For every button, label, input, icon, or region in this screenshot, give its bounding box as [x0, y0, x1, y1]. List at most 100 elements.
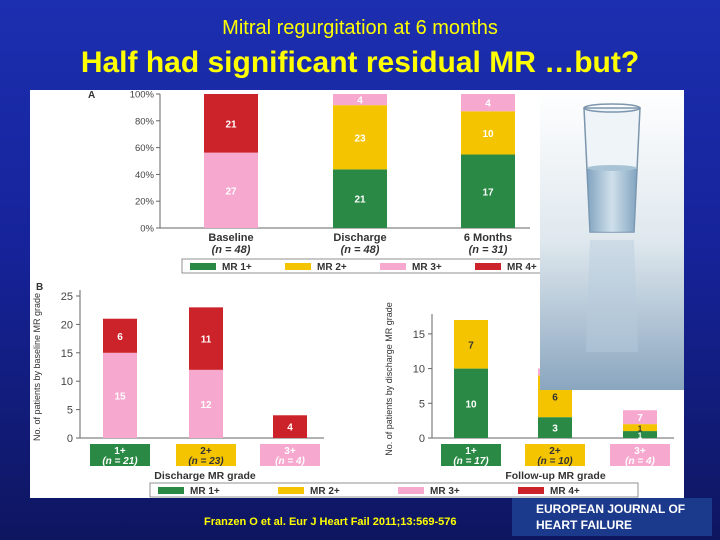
panel-b-right-segment-label: 6 — [552, 392, 558, 403]
panel-a-legend-label: MR 2+ — [317, 262, 347, 273]
panel-a-bar-segment — [461, 111, 515, 155]
panel-a-segment-label: 4 — [485, 99, 491, 110]
panel-b-left-bar-segment — [103, 352, 137, 438]
panel-b-right-bar-segment — [623, 410, 657, 425]
panel-a-segment-label: 23 — [354, 133, 366, 144]
panel-a-segment-label: 10 — [482, 129, 494, 140]
panel-b-left-segment-label: 4 — [287, 423, 293, 434]
panel-a-category-label: Baseline — [208, 232, 253, 244]
panel-b-right-bar-segment — [623, 431, 657, 438]
panel-b-right-category-box — [441, 444, 501, 466]
panel-b-left-y-tick-label: 5 — [67, 405, 73, 417]
panel-b-legend-box — [149, 482, 639, 498]
panel-b-left-bar-segment — [189, 369, 223, 438]
panel-b-right-segment-label: 10 — [465, 399, 477, 410]
panel-b-left-category-label: 3+ — [284, 446, 296, 457]
panel-a-category-label: 6 Months — [464, 232, 512, 244]
panel-a-bar-segment — [204, 94, 258, 153]
panel-a-y-tick-label: 40% — [135, 170, 155, 181]
slide-headline: Half had significant residual MR …but? — [80, 46, 640, 79]
panel-a-legend-label: MR 4+ — [507, 262, 537, 273]
panel-b-right-y-tick-label: 5 — [419, 398, 425, 410]
panel-a-legend-label: MR 1+ — [222, 262, 252, 273]
panel-b-right-segment-label: 1 — [638, 425, 643, 434]
panel-b-legend-swatch — [278, 487, 304, 494]
panel-b-right-category-n: (n = 17) — [453, 456, 489, 467]
panel-b-legend-label: MR 2+ — [310, 486, 340, 497]
citation: Franzen O et al. Eur J Heart Fail 2011;1… — [204, 516, 457, 528]
panel-b-left-category-box — [260, 444, 320, 466]
panel-b-left-y-tick-label: 15 — [61, 348, 73, 360]
panel-b-right-category-label: 2+ — [549, 446, 561, 457]
panel-a-legend-label: MR 3+ — [412, 262, 442, 273]
panel-b-left-y-tick-label: 20 — [61, 319, 73, 331]
panel-b-left-bar-segment — [103, 318, 137, 353]
panel-a-bar-segment — [333, 94, 387, 106]
journal-name-line1: EUROPEAN JOURNAL OF — [536, 502, 686, 516]
panel-b-right-segment-label: 7 — [637, 413, 643, 424]
panel-b-legend-swatch — [158, 487, 184, 494]
panel-b-left-bar-segment — [189, 307, 223, 370]
panel-a-category-n: (n = 48) — [341, 244, 380, 256]
panel-b-legend-label: MR 1+ — [190, 486, 220, 497]
panel-b-right-category-box — [525, 444, 585, 466]
panel-a-legend-swatch — [190, 263, 216, 270]
panel-b-left-segment-label: 15 — [114, 391, 126, 402]
panel-b-left-y-tick-label: 10 — [61, 376, 73, 388]
panel-b-right-segment-label: 7 — [468, 340, 474, 351]
panel-b-right-bar-segment — [454, 320, 488, 369]
panel-b-right-bar-segment — [454, 368, 488, 438]
panel-b-legend-label: MR 3+ — [430, 486, 460, 497]
panel-b-right-category-label: 3+ — [634, 446, 646, 457]
panel-b-left-bar-segment — [273, 415, 307, 438]
panel-a-legend-swatch — [380, 263, 406, 270]
panel-b-right-segment-label: 3 — [552, 424, 558, 435]
panel-a-bar-segment — [333, 169, 387, 228]
panel-b-left-segment-label: 12 — [200, 400, 212, 411]
panel-b-right-segment-label: 1 — [638, 432, 643, 441]
panel-a-y-tick-label: 100% — [130, 90, 155, 101]
panel-a-segment-label: 27 — [225, 186, 237, 197]
slide-subtitle: Mitral regurgitation at 6 months — [222, 17, 498, 39]
panel-a-y-tick-label: 60% — [135, 143, 155, 154]
panel-a-bar-segment — [333, 105, 387, 170]
panel-b-right-y-tick-label: 15 — [413, 329, 425, 341]
panel-a-bar-segment — [204, 152, 258, 228]
panel-a-y-tick-label: 20% — [135, 197, 155, 208]
panel-b-legend-label: MR 4+ — [550, 486, 580, 497]
panel-b-left-segment-label: 11 — [201, 335, 212, 346]
panel-b-legend-swatch — [518, 487, 544, 494]
panel-a-category-n: (n = 48) — [212, 244, 251, 256]
panel-a-segment-label: 17 — [482, 187, 494, 198]
panel-a-category-n: (n = 31) — [469, 244, 508, 256]
panel-b-left-category-box — [90, 444, 150, 466]
panel-a-y-tick-label: 0% — [140, 224, 154, 235]
panel-b-left-y-axis-title: No. of patients by baseline MR grade — [32, 293, 42, 441]
panel-b-right-y-tick-label: 10 — [413, 364, 425, 376]
panel-b-right-x-axis-title: Follow-up MR grade — [505, 470, 605, 482]
panel-b-left-category-label: 2+ — [200, 446, 212, 457]
panel-b-right-category-n: (n = 4) — [625, 456, 655, 467]
panel-b-right-category-box — [610, 444, 670, 466]
panel-b-left-category-box — [176, 444, 236, 466]
panel-b-left-y-tick-label: 25 — [61, 291, 73, 303]
panel-a-legend-swatch — [475, 263, 501, 270]
panel-a-segment-label: 4 — [357, 96, 363, 107]
panel-b-left-category-n: (n = 21) — [102, 456, 138, 467]
panel-b-left-segment-label: 6 — [117, 332, 123, 343]
panel-b-right-category-label: 1+ — [465, 446, 477, 457]
panel-b-right-bar-segment — [623, 424, 657, 432]
panel-b-letter: B — [36, 282, 43, 293]
panel-b-left-category-label: 1+ — [114, 446, 126, 457]
panel-a-segment-label: 21 — [354, 195, 366, 206]
panel-b-left-x-axis-title: Discharge MR grade — [154, 470, 256, 482]
panel-a-segment-label: 21 — [225, 119, 237, 130]
journal-logo: EUROPEAN JOURNAL OF HEART FAILURE — [512, 498, 712, 536]
water-glass-illustration — [540, 90, 684, 390]
panel-a-letter: A — [88, 90, 95, 101]
panel-a-legend-swatch — [285, 263, 311, 270]
panel-a-y-tick-label: 80% — [135, 116, 155, 127]
panel-a-bar-segment — [461, 154, 515, 228]
panel-b-left-category-n: (n = 23) — [188, 456, 224, 467]
panel-a-category-label: Discharge — [333, 232, 386, 244]
